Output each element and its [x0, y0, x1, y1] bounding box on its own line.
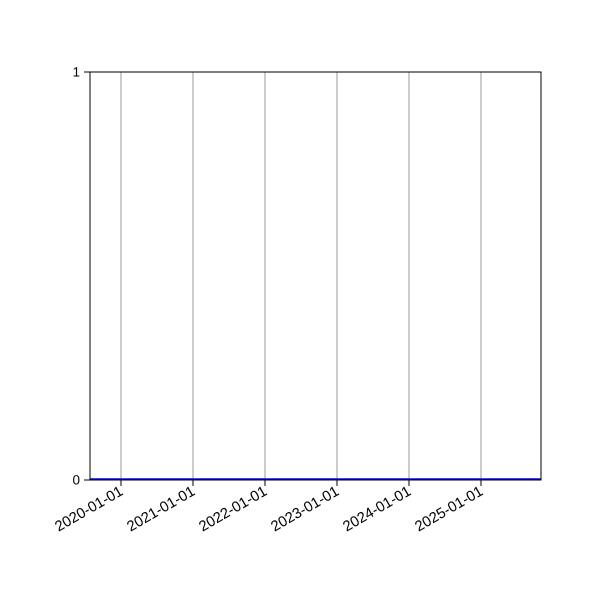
svg-text:2023-01-01: 2023-01-01: [268, 484, 342, 536]
svg-text:2024-01-01: 2024-01-01: [340, 484, 414, 536]
svg-text:2025-01-01: 2025-01-01: [412, 484, 486, 536]
svg-text:2022-01-01: 2022-01-01: [196, 484, 270, 536]
svg-text:0: 0: [72, 473, 80, 488]
svg-text:2021-01-01: 2021-01-01: [124, 484, 198, 536]
svg-text:1: 1: [72, 65, 80, 80]
svg-text:2020-01-01: 2020-01-01: [52, 484, 126, 536]
